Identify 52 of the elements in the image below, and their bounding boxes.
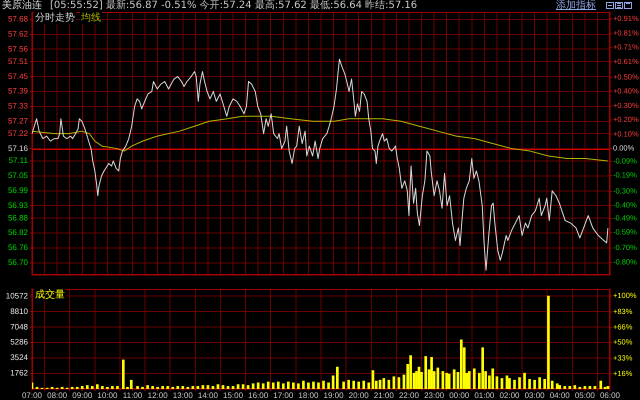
y-tick-label: 57.27 [8, 116, 29, 126]
y-tick-label: 8810 [10, 306, 29, 316]
y-tick-label: 57.51 [8, 56, 29, 66]
y-tick-label: 56.82 [8, 228, 29, 238]
y-tick-label: 57.05 [8, 171, 29, 180]
y-tick-label: 57.62 [8, 30, 29, 39]
x-tick-label: 17:00 [273, 391, 294, 400]
y-tick-label: 56.93 [8, 200, 29, 210]
x-tick-label: 03:00 [524, 391, 546, 400]
y-tick-label: 57.22 [8, 128, 29, 138]
y-tick-label: 10572 [6, 291, 29, 300]
x-tick-label: 05:00 [574, 391, 596, 400]
x-tick-label: 10:00 [97, 391, 118, 400]
x-tick-label: 16:00 [248, 391, 269, 400]
x-tick-label: 01:00 [474, 391, 495, 400]
x-tick-label: 08:00 [47, 391, 68, 400]
text: 添加指标 [556, 0, 596, 12]
x-tick-label: 20:00 [348, 391, 370, 400]
x-tick-label: 06:00 [600, 391, 621, 400]
x-tick-label: 21:00 [374, 391, 394, 400]
y-tick-label: 56.88 [8, 213, 29, 222]
y-tick-label: 57.68 [8, 14, 29, 24]
y-tick-label: 57.33 [8, 102, 29, 111]
x-tick-label: 14:00 [198, 391, 218, 400]
x-tick-label: 00:00 [449, 391, 470, 400]
y-tick-label: 57.56 [8, 44, 29, 54]
x-tick-label: 07:00 [22, 391, 43, 400]
text: 成交量 [35, 288, 65, 300]
y-tick-label: 7048 [10, 322, 29, 332]
y-tick-label: 56.70 [8, 258, 29, 267]
y-tick-label: 5286 [10, 338, 29, 347]
x-tick-label: 12:00 [148, 391, 168, 400]
x-tick-label: 19:00 [324, 391, 344, 400]
y-tick-label: 56.99 [8, 186, 29, 195]
x-tick-label: 11:00 [122, 391, 143, 400]
x-tick-label: 13:00 [172, 391, 194, 400]
y-tick-label: 57.16 [8, 144, 29, 153]
x-tick-label: 04:00 [550, 391, 570, 400]
x-tick-label: 22:00 [398, 391, 420, 400]
y-tick-label: 57.11 [8, 156, 29, 166]
y-tick-label: 57.39 [8, 86, 29, 96]
x-tick-label: 15:00 [223, 391, 244, 400]
x-tick-label: 18:00 [298, 391, 319, 400]
text: 均线 [80, 12, 101, 24]
x-tick-label: 02:00 [499, 391, 520, 400]
y-tick-label: 3524 [10, 353, 29, 362]
text: 分时走势 [35, 12, 75, 24]
y-tick-label: 57.45 [8, 72, 29, 81]
x-tick-label: 23:00 [424, 391, 445, 400]
x-tick-label: 09:00 [72, 391, 93, 400]
y-tick-label: 56.76 [8, 243, 29, 252]
y-tick-label: 1762 [10, 368, 29, 378]
